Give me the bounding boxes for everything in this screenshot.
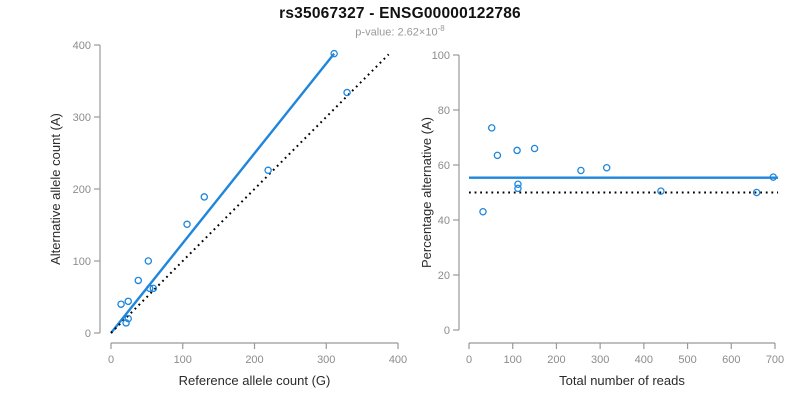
y-tick-label: 40 (438, 215, 450, 227)
x-tick-label: 600 (722, 354, 740, 366)
identity-line (110, 53, 390, 334)
x-tick-label: 300 (317, 354, 335, 366)
data-point (124, 314, 132, 323)
data-point (752, 188, 761, 197)
pvalue-text: p-value: 2.62×10 (355, 26, 438, 39)
figure-subtitle: p-value: 2.62×10-8 (0, 24, 800, 39)
x-tick-label: 500 (678, 354, 696, 366)
y-tick-label: 300 (73, 112, 91, 124)
data-point (513, 146, 521, 155)
x-tick-label: 400 (389, 354, 407, 366)
y-tick-label: 200 (73, 184, 91, 196)
y-axis-title: Alternative allele count (A) (48, 113, 63, 265)
y-tick-label: 100 (432, 50, 450, 62)
pvalue-exponent: -8 (437, 24, 445, 33)
data-point (264, 166, 272, 175)
x-axis-title: Reference allele count (G) (179, 373, 331, 388)
y-tick-label: 20 (438, 270, 450, 282)
y-tick-label: 0 (85, 328, 91, 340)
x-tick-label: 300 (591, 354, 609, 366)
data-point (493, 151, 502, 160)
regression-line (110, 52, 336, 334)
data-point (769, 173, 778, 181)
x-tick-label: 400 (635, 354, 653, 366)
data-point (124, 297, 132, 306)
data-point (602, 163, 611, 172)
data-point (343, 88, 351, 97)
data-point (134, 276, 143, 285)
y-tick-label: 60 (438, 160, 450, 172)
x-tick-label: 700 (766, 354, 784, 366)
data-point (487, 124, 496, 132)
y-tick-label: 0 (444, 325, 450, 337)
y-tick-label: 400 (73, 40, 91, 52)
data-point (577, 166, 585, 175)
x-tick-label: 100 (504, 354, 522, 366)
data-point (330, 49, 338, 58)
data-point (122, 319, 130, 327)
x-tick-label: 100 (174, 354, 192, 366)
x-tick-label: 0 (108, 354, 114, 366)
data-point (530, 144, 539, 153)
figure-title: rs35067327 - ENSG00000122786 (279, 5, 521, 22)
right-plot-panel: 0 100 200 300 400 500 600 700 0 20 40 60 80 100 Total … (419, 50, 784, 388)
x-tick-label: 200 (245, 354, 263, 366)
y-tick-label: 100 (73, 256, 91, 268)
data-point (514, 180, 522, 188)
y-tick-label: 80 (438, 105, 450, 117)
data-point (183, 220, 191, 229)
x-axis-title: Total number of reads (559, 373, 685, 388)
data-point (200, 193, 209, 201)
x-tick-label: 200 (547, 354, 565, 366)
left-plot-panel: 0 100 200 300 400 0 100 200 300 400 Reference alle… (48, 40, 407, 388)
data-point (479, 207, 487, 216)
data-point (117, 300, 125, 308)
data-point (514, 184, 522, 193)
data-point (149, 284, 158, 293)
data-point (144, 257, 153, 265)
data-point (145, 284, 154, 293)
x-tick-label: 0 (466, 354, 472, 366)
y-axis-title: Percentage alternative (A) (419, 117, 434, 268)
data-point (657, 187, 665, 195)
